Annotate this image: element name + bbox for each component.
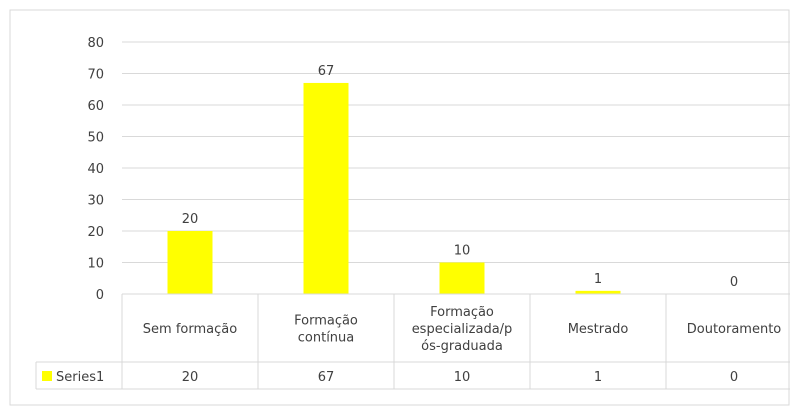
gridlines (122, 41, 790, 295)
category-label: ós-graduada (421, 339, 503, 354)
y-tick-label: 70 (87, 68, 104, 83)
y-tick-label: 50 (87, 131, 104, 146)
bar (439, 262, 485, 294)
category-label: especializada/p (412, 322, 513, 337)
y-tick-label: 20 (87, 225, 104, 240)
data-label: 20 (182, 212, 199, 227)
data-label: 67 (318, 64, 335, 79)
category-label: Formação (430, 305, 494, 320)
legend-series-label: Series1 (56, 370, 104, 385)
category-label: contínua (298, 331, 355, 346)
data-table: Sem formação Formação contínua Formação espe… (35, 293, 790, 390)
bar (575, 290, 621, 294)
table-value: 0 (730, 370, 738, 385)
category-label: Sem formação (143, 322, 237, 337)
category-label: Mestrado (568, 322, 629, 337)
legend-swatch (42, 371, 52, 381)
data-label: 1 (594, 272, 602, 287)
y-tick-label: 30 (87, 194, 104, 209)
y-tick-label: 0 (96, 288, 104, 303)
bars (167, 82, 621, 294)
category-label: Formação (294, 314, 358, 329)
category-label: Doutoramento (687, 322, 782, 337)
data-label: 10 (454, 244, 471, 259)
data-label: 0 (730, 275, 738, 290)
y-tick-label: 60 (87, 99, 104, 114)
table-value: 67 (318, 370, 335, 385)
table-value: 1 (594, 370, 602, 385)
bar (167, 231, 213, 294)
y-tick-label: 40 (87, 162, 104, 177)
y-axis-ticks: 0 10 20 30 40 50 60 70 80 (87, 36, 104, 303)
table-value: 20 (182, 370, 199, 385)
y-tick-label: 10 (87, 257, 104, 272)
table-value: 10 (454, 370, 471, 385)
y-tick-label: 80 (87, 36, 104, 51)
chart-frame (9, 9, 790, 406)
bar (303, 82, 349, 294)
